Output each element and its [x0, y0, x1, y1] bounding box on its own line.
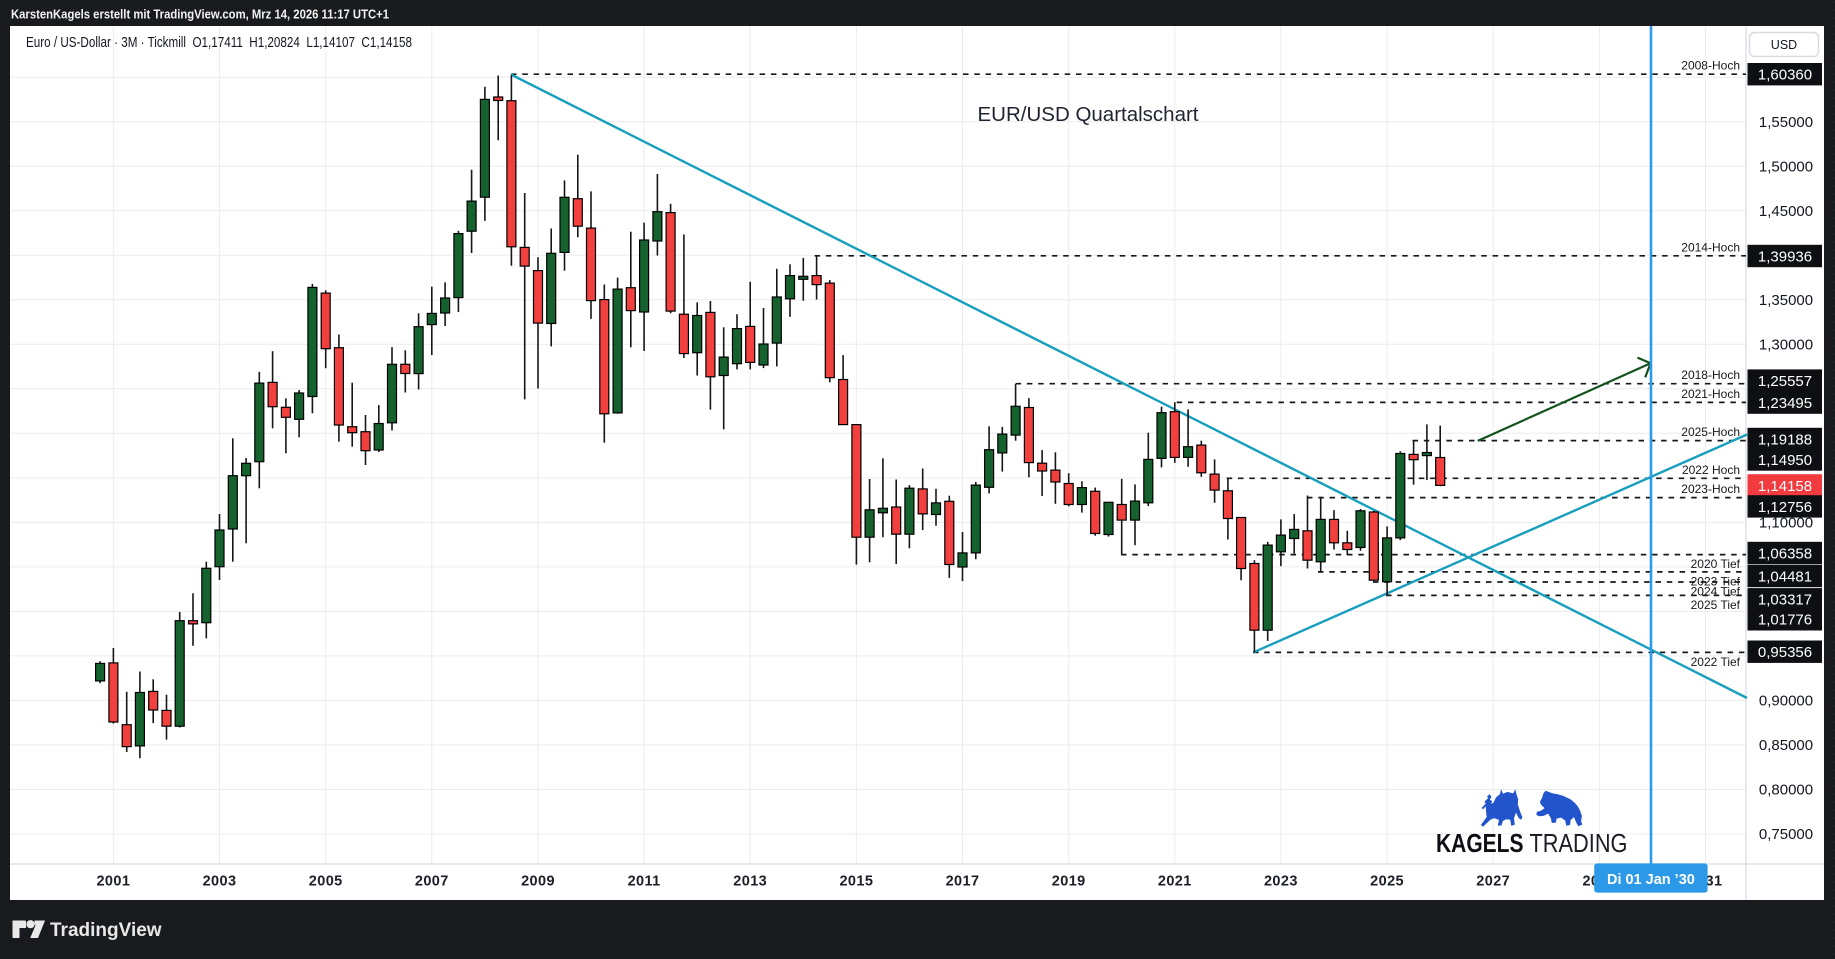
svg-text:2023: 2023 [1264, 874, 1298, 890]
svg-text:TradingView: TradingView [50, 920, 162, 941]
svg-text:2013: 2013 [733, 874, 767, 890]
svg-text:1,12756: 1,12756 [1758, 499, 1812, 516]
svg-text:0,75000: 0,75000 [1759, 826, 1813, 843]
svg-text:1,50000: 1,50000 [1759, 159, 1813, 176]
svg-text:2021: 2021 [1158, 874, 1192, 890]
svg-text:1,14950: 1,14950 [1758, 452, 1812, 469]
svg-text:1,19188: 1,19188 [1758, 431, 1812, 448]
svg-text:EUR/USD Quartalschart: EUR/USD Quartalschart [977, 103, 1198, 126]
svg-text:0,80000: 0,80000 [1759, 782, 1813, 799]
svg-text:2023-Hoch: 2023-Hoch [1681, 482, 1740, 496]
svg-text:KAGELS: KAGELS [1436, 828, 1524, 858]
svg-text:0,90000: 0,90000 [1759, 693, 1813, 710]
svg-text:2007: 2007 [415, 874, 449, 890]
svg-text:TRADING: TRADING [1530, 828, 1628, 858]
svg-text:1,06358: 1,06358 [1758, 545, 1812, 562]
svg-text:USD: USD [1771, 38, 1797, 52]
svg-text:1,23495: 1,23495 [1758, 395, 1812, 412]
svg-text:2025 Tief: 2025 Tief [1691, 598, 1741, 612]
svg-text:2022 Tief: 2022 Tief [1691, 655, 1741, 669]
svg-text:2005: 2005 [309, 874, 343, 890]
svg-text:KarstenKagels erstellt mit Tra: KarstenKagels erstellt mit TradingView.c… [11, 7, 389, 22]
svg-text:0,95356: 0,95356 [1758, 644, 1812, 661]
svg-text:2001: 2001 [96, 874, 130, 890]
svg-text:1,39936: 1,39936 [1758, 248, 1812, 265]
svg-text:2021-Hoch: 2021-Hoch [1681, 387, 1740, 401]
svg-text:0,85000: 0,85000 [1759, 737, 1813, 754]
svg-text:Euro / US-Dollar · 3M · Tickmi: Euro / US-Dollar · 3M · Tickmill O1,1741… [26, 35, 412, 51]
svg-text:1,10000: 1,10000 [1759, 515, 1813, 532]
svg-text:1,03317: 1,03317 [1758, 592, 1812, 609]
svg-text:2025: 2025 [1370, 874, 1404, 890]
svg-text:2014-Hoch: 2014-Hoch [1681, 240, 1740, 254]
svg-text:2011: 2011 [628, 874, 661, 890]
svg-text:2024 Tief: 2024 Tief [1691, 585, 1741, 599]
svg-text:1,25557: 1,25557 [1758, 373, 1812, 390]
svg-text:1,55000: 1,55000 [1759, 114, 1813, 131]
svg-text:2008-Hoch: 2008-Hoch [1681, 59, 1740, 73]
svg-text:2003: 2003 [203, 874, 237, 890]
svg-text:2025-Hoch: 2025-Hoch [1681, 425, 1740, 439]
svg-text:1,04481: 1,04481 [1758, 568, 1812, 585]
svg-text:2018-Hoch: 2018-Hoch [1681, 368, 1740, 382]
svg-text:2009: 2009 [521, 874, 555, 890]
svg-text:Di 01 Jan ’30: Di 01 Jan ’30 [1607, 872, 1695, 888]
svg-text:1,30000: 1,30000 [1759, 337, 1813, 354]
svg-text:2020 Tief: 2020 Tief [1691, 557, 1741, 571]
svg-text:1,14158: 1,14158 [1758, 478, 1812, 495]
svg-text:1,60360: 1,60360 [1758, 67, 1812, 84]
svg-text:1,45000: 1,45000 [1759, 203, 1813, 220]
svg-text:1,35000: 1,35000 [1759, 292, 1813, 309]
svg-text:2027: 2027 [1476, 874, 1510, 890]
svg-text:1,01776: 1,01776 [1758, 612, 1812, 629]
svg-text:2022 Hoch: 2022 Hoch [1682, 463, 1740, 477]
svg-text:2015: 2015 [839, 874, 873, 890]
svg-text:2019: 2019 [1052, 874, 1086, 890]
svg-text:2017: 2017 [946, 874, 980, 890]
